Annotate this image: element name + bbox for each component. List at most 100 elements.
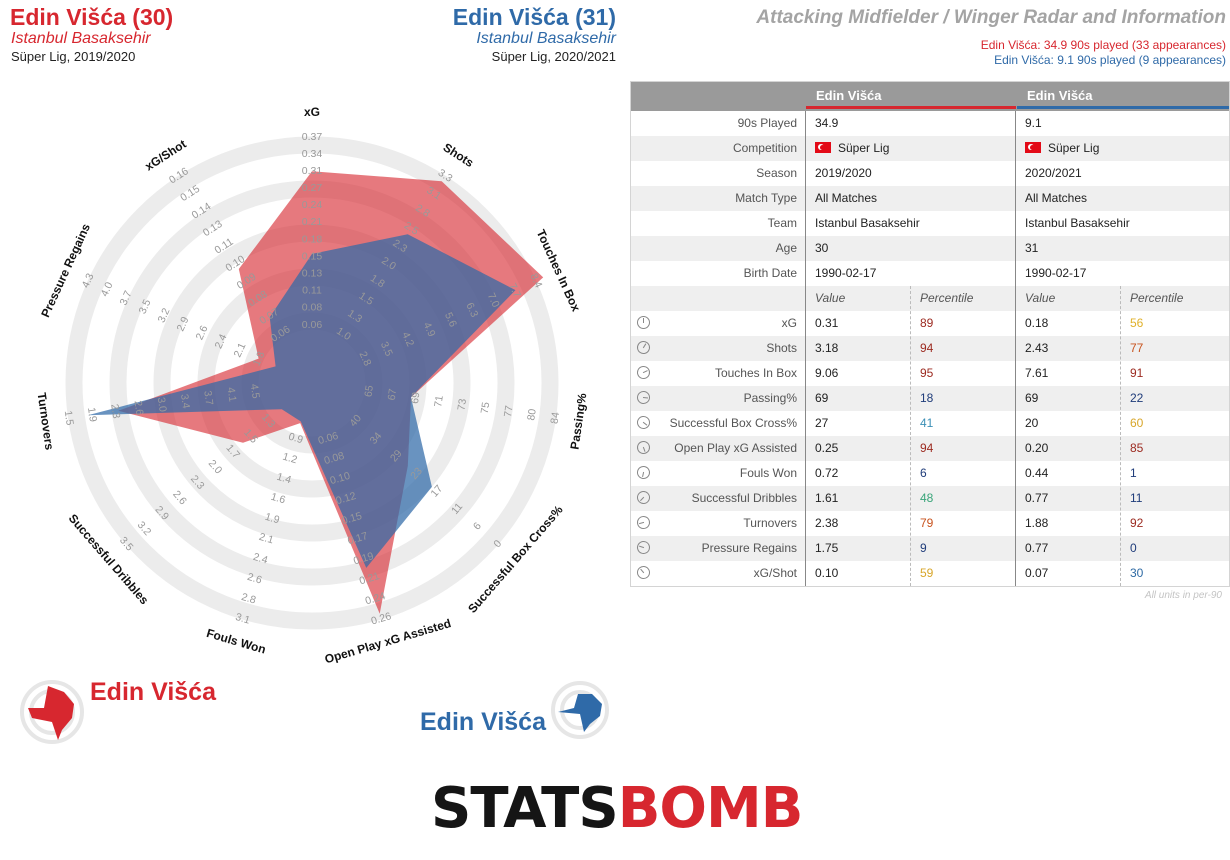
table-row: Team Istanbul Basaksehir Istanbul Basakseh…	[631, 211, 1229, 236]
axis-tick-label: 2.1	[232, 341, 249, 359]
axis-tick-label: 0.08	[302, 302, 323, 314]
percentile-header: Percentile	[1130, 291, 1184, 305]
row-label: Open Play xG Assisted	[674, 441, 797, 455]
table-row: Turnovers 2.38 79 1.88 92	[631, 511, 1229, 536]
player1-value: 9.06	[815, 366, 839, 380]
player1-value: Istanbul Basaksehir	[815, 211, 920, 236]
logo-text-stats: STATS	[431, 776, 619, 841]
player1-value: 0.72	[815, 466, 839, 480]
row-label: Successful Dribbles	[691, 491, 797, 505]
axis-tick-label: 67	[386, 388, 400, 401]
player1-value: 30	[815, 236, 828, 261]
axis-label: xG	[304, 105, 320, 119]
axis-tick-label: 1.2	[281, 451, 299, 467]
axis-tick-label: 0.9	[287, 431, 305, 447]
row-label: Successful Box Cross%	[669, 416, 797, 430]
player2-value: 0.77	[1025, 541, 1049, 555]
player1-value-text: Istanbul Basaksehir	[815, 216, 920, 230]
axis-tick-label: 0.31	[302, 165, 323, 177]
axis-tick-label: 2.0	[206, 458, 225, 477]
axis-label: Turnovers	[35, 392, 57, 452]
player2-value: 0.20	[1025, 441, 1049, 455]
player1-percentile: 95	[920, 366, 934, 380]
player2-percentile: 85	[1130, 441, 1144, 455]
axis-tick-label: 3.5	[378, 340, 395, 358]
player1-value: 27	[815, 416, 829, 430]
axis-tick-label: 0.26	[370, 610, 393, 627]
units-note: All units in per-90	[1144, 590, 1222, 601]
value-header: Value	[815, 291, 846, 305]
axis-tick-label: 2.3	[108, 403, 122, 419]
player2-value: 1990-02-17	[1025, 261, 1086, 286]
player1-percentile: 89	[920, 316, 934, 330]
player2-value-text: 9.1	[1025, 116, 1042, 130]
player1-value: 2019/2020	[815, 161, 872, 186]
axis-tick-label: 69	[409, 391, 423, 404]
row-label: Shots	[766, 341, 797, 355]
row-label: Birth Date	[743, 266, 797, 280]
table-header-player2: Edin Višća	[1017, 82, 1229, 109]
axis-tick-label: 0.06	[317, 430, 340, 447]
axis-tick-label: 0.24	[364, 590, 387, 607]
player1-value: 34.9	[815, 111, 838, 136]
player1-team: Istanbul Basaksehir	[11, 30, 151, 47]
axis-tick-label: 0.37	[302, 131, 323, 143]
radar-series-2	[87, 234, 516, 568]
axis-tick-label: 0.08	[323, 450, 346, 467]
player2-value: 0.44	[1025, 466, 1049, 480]
axis-tick-label: 65	[362, 384, 376, 397]
axis-tick-label: 3.5	[137, 297, 154, 315]
table-subheader: Value Percentile Value Percentile	[631, 286, 1229, 311]
player1-value-text: 2019/2020	[815, 166, 872, 180]
info-table: Edin Višća Edin Višća 90s Played 34.9 9.1 C…	[630, 81, 1230, 587]
axis-tick-label: 2.8	[356, 350, 373, 368]
axis-tick-label: 77	[502, 405, 516, 418]
player1-value: 0.31	[815, 316, 839, 330]
player2-percentile: 0	[1130, 541, 1137, 555]
axis-tick-label: 0.13	[302, 268, 323, 280]
player2-value: 0.77	[1025, 491, 1049, 505]
player2-percentile: 11	[1130, 491, 1143, 505]
radar-ring	[65, 136, 559, 630]
axis-tick-label: 2.4	[213, 332, 230, 350]
axis-label: Passing%	[567, 392, 589, 450]
axis-tick-label: 0.18	[302, 233, 323, 245]
row-label: Team	[767, 216, 797, 230]
player1-value: 3.18	[815, 341, 839, 355]
axis-tick-label: 2.6	[132, 400, 146, 416]
legend-player1: Edin Višća	[90, 678, 216, 706]
axis-tick-label: 6	[471, 520, 484, 532]
player2-value-text: All Matches	[1025, 191, 1088, 205]
table-header-player1: Edin Višća	[806, 82, 1016, 109]
row-label: Age	[775, 241, 797, 255]
axis-tick-label: 3.4	[178, 393, 192, 409]
table-row: Fouls Won 0.72 6 0.44 1	[631, 461, 1229, 486]
axis-tick-label: 4.2	[399, 330, 416, 348]
axis-tick-label: 2.4	[252, 551, 270, 567]
player2-percentile: 91	[1130, 366, 1144, 380]
turkey-flag-icon	[815, 142, 831, 153]
axis-tick-label: 1.5	[62, 410, 76, 426]
logo-text-bomb: BOMB	[617, 776, 804, 841]
axis-tick-label: 75	[479, 401, 493, 414]
table-row: Pressure Regains 1.75 9 0.77 0	[631, 536, 1229, 561]
table-row: Touches In Box 9.06 95 7.61 91	[631, 361, 1229, 386]
axis-tick-label: 3.7	[201, 390, 215, 406]
player1-value: 1990-02-17	[815, 261, 876, 286]
axis-label: Shots	[441, 140, 477, 170]
axis-tick-label: 7.0	[485, 291, 502, 309]
player1-value-text: 34.9	[815, 116, 839, 130]
axis-tick-label: 0.21	[358, 570, 381, 587]
legend-radar-icon-red	[20, 680, 84, 744]
axis-tick-label: 0.15	[302, 250, 323, 262]
column-divider	[1015, 111, 1016, 586]
row-label: Turnovers	[743, 516, 797, 530]
player1-percentile: 59	[920, 566, 934, 580]
player1-percentile: 41	[920, 416, 934, 430]
column-divider-dashed	[910, 286, 911, 586]
axis-tick-label: 84	[549, 411, 563, 424]
row-label: Season	[756, 166, 797, 180]
player2-value: 2020/2021	[1025, 161, 1082, 186]
player1-percentile: 94	[920, 341, 934, 355]
table-row: 90s Played 34.9 9.1	[631, 111, 1229, 136]
